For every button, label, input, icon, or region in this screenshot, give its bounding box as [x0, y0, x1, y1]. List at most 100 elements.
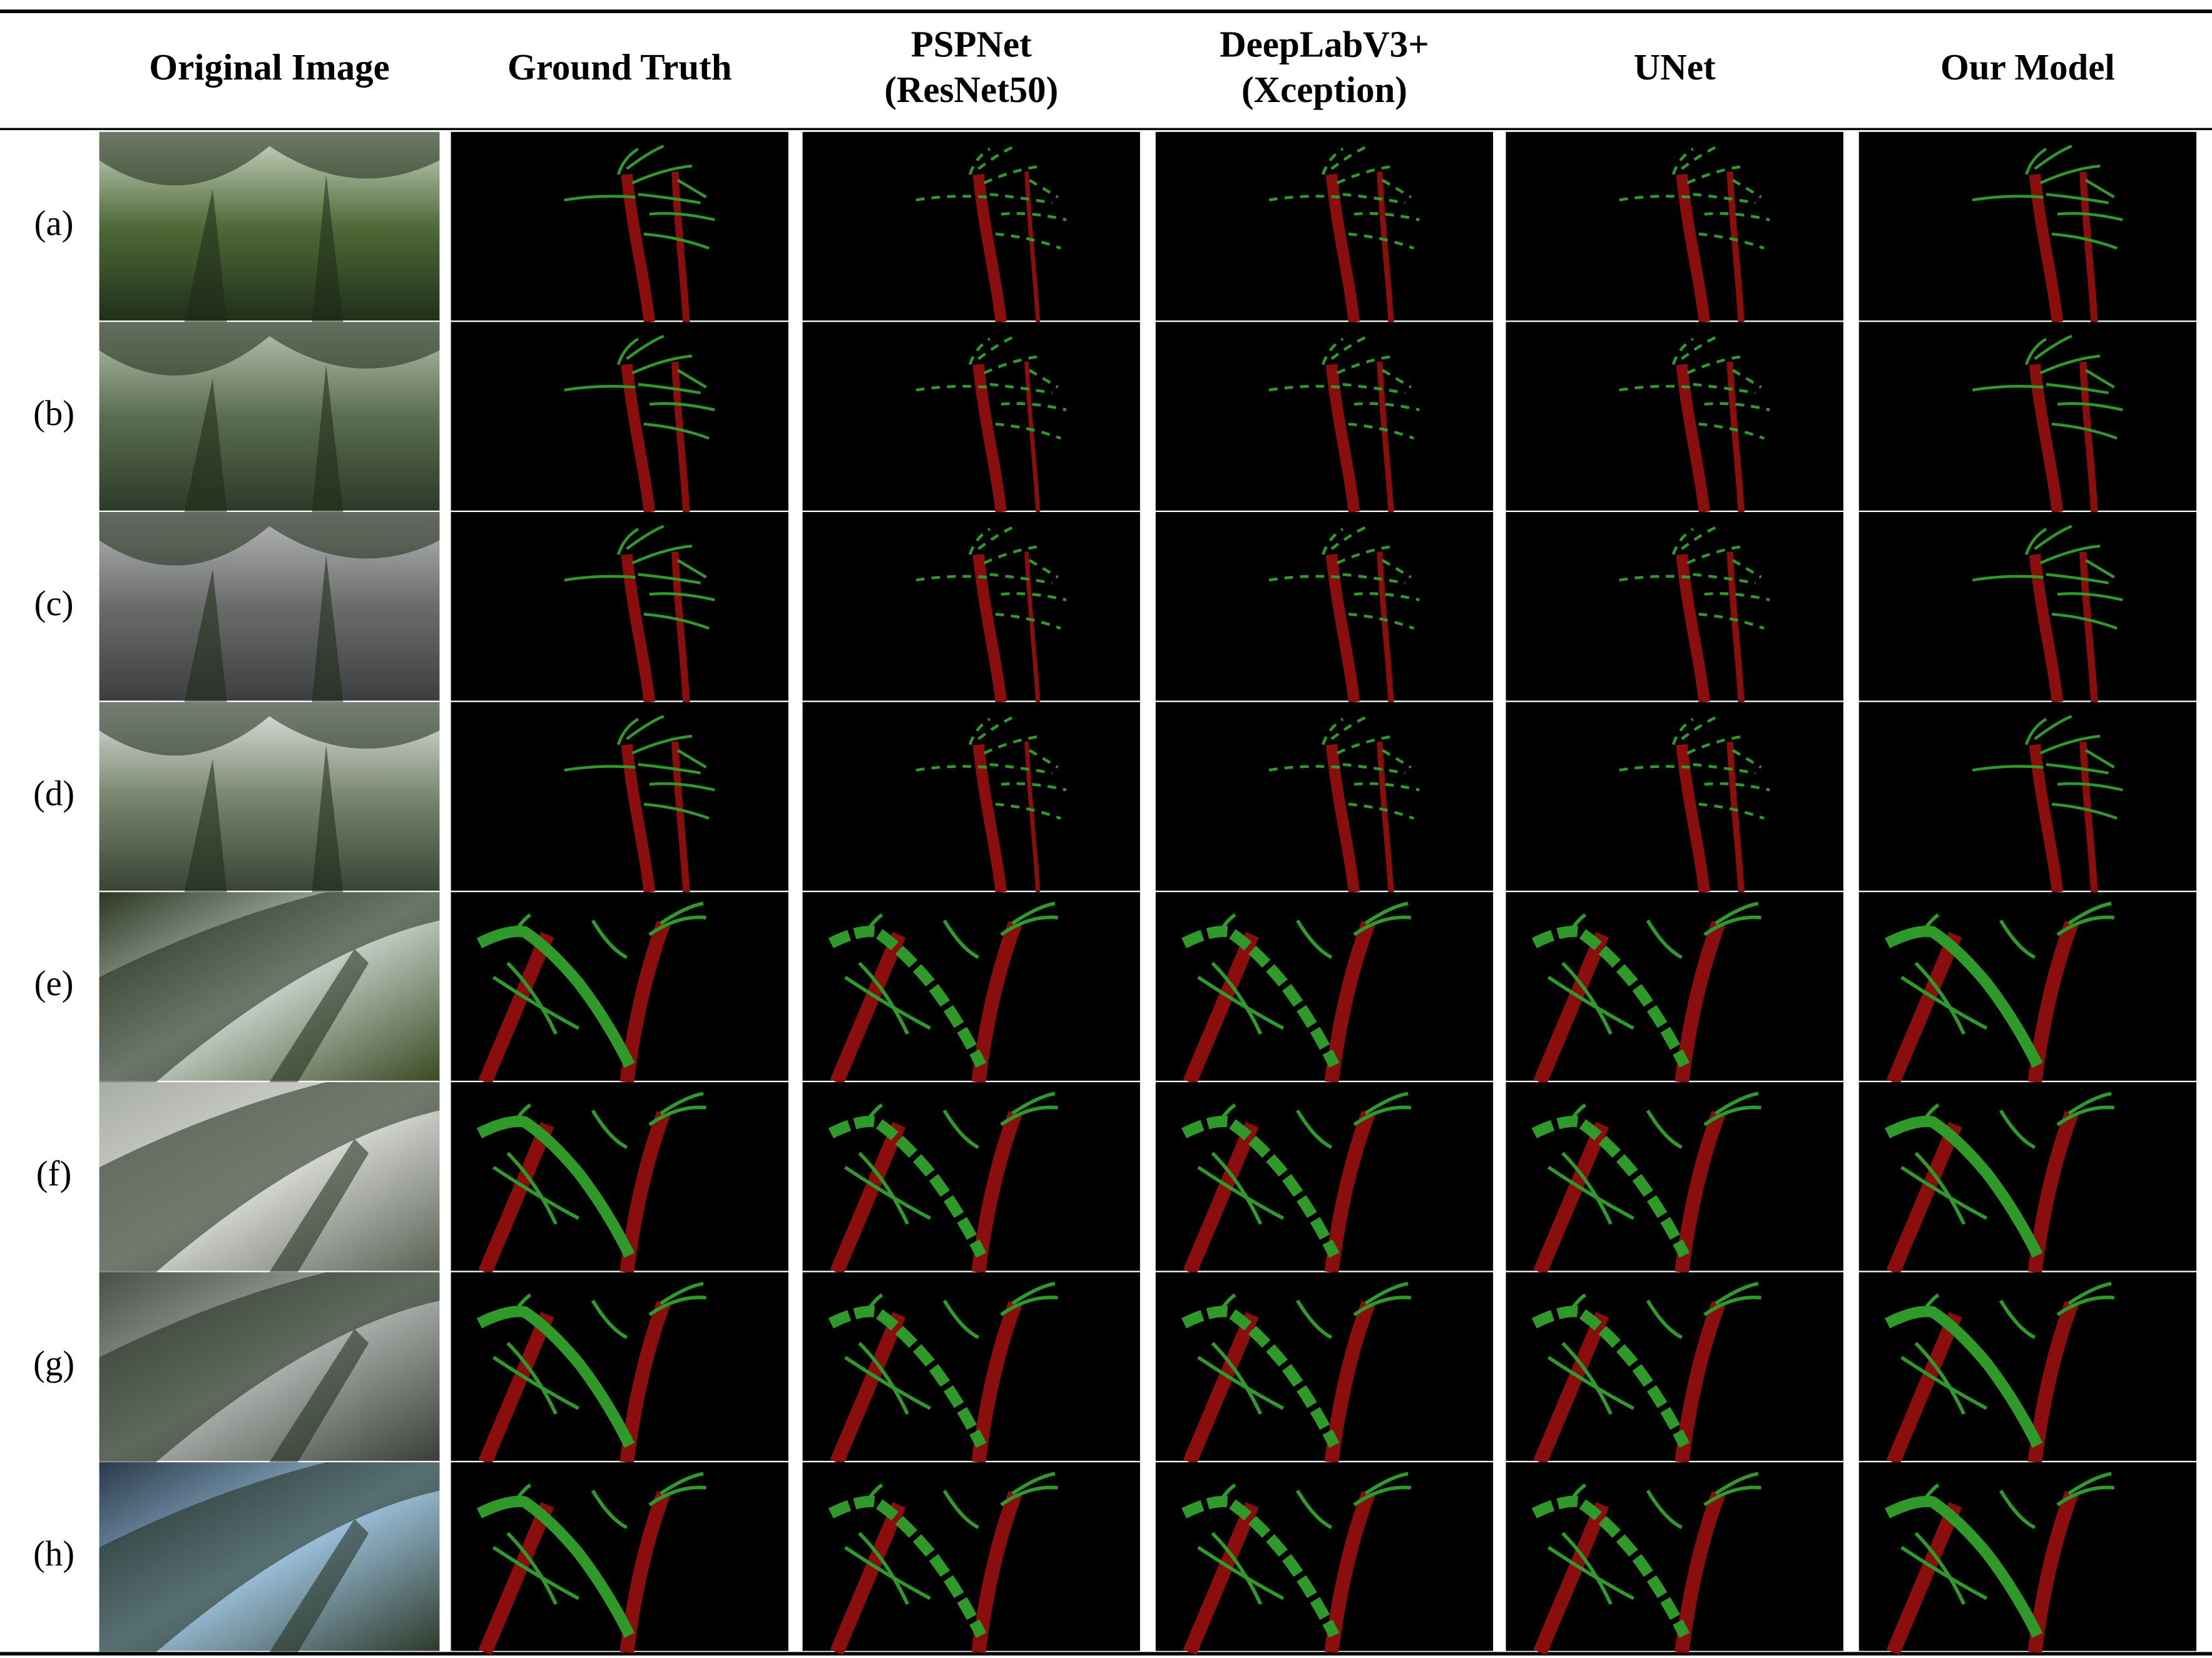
branch-mask — [1268, 195, 1340, 202]
branch-mask — [1330, 525, 1369, 550]
trunk-mask — [1183, 1502, 1259, 1655]
branch-mask — [2056, 915, 2114, 936]
branch-mask — [1566, 1483, 1587, 1506]
trunk-mask — [671, 361, 690, 513]
branch-mask — [631, 734, 693, 755]
branch-mask — [643, 232, 710, 250]
branch-mask — [1028, 178, 1059, 198]
branch-mask — [1703, 1105, 1761, 1127]
mask-background — [802, 322, 1140, 511]
branch-mask — [1715, 901, 1759, 925]
branch-mask — [648, 1296, 706, 1316]
branch-mask — [1920, 1483, 1940, 1506]
branch-mask — [1547, 1165, 1634, 1220]
branch-mask — [2056, 1296, 2114, 1316]
branch-mask — [2056, 1485, 2114, 1507]
mask-background — [802, 131, 1140, 321]
branch-mask — [626, 525, 665, 550]
branch-mask — [1353, 402, 1420, 412]
branch-mask — [977, 525, 1016, 550]
branch-mask — [1216, 913, 1236, 936]
trunk-mask — [1726, 741, 1745, 893]
branch-mask — [2057, 592, 2123, 601]
branch-mask — [1686, 354, 1747, 375]
branch-mask — [1703, 1296, 1761, 1316]
trunk-mask — [2029, 364, 2064, 513]
branch-mask — [643, 422, 710, 440]
branch-mask — [1566, 1293, 1587, 1316]
branch-mask — [1646, 1490, 1683, 1530]
branch-mask — [1342, 763, 1406, 775]
mask-panel — [1858, 892, 2197, 1085]
branch-mask — [968, 717, 991, 745]
branch-mask — [1693, 573, 1756, 585]
branch-mask — [844, 1545, 931, 1600]
branch-mask — [1731, 178, 1762, 198]
branch-mask — [492, 1165, 579, 1220]
branch-mask — [1566, 913, 1587, 936]
trunk-mask — [478, 1312, 554, 1465]
branch-mask — [649, 212, 715, 222]
branch-mask — [1671, 717, 1694, 745]
trunk-mask — [478, 1502, 554, 1655]
trunk-mask — [1024, 361, 1041, 513]
branch-mask — [626, 145, 665, 170]
branch-mask — [2046, 193, 2109, 205]
mask-panel — [1506, 892, 1843, 1085]
mask-background — [451, 322, 788, 511]
branch-mask — [2085, 559, 2115, 579]
branch-mask — [1000, 1105, 1058, 1127]
row-label: (d) — [33, 775, 74, 814]
branch-mask — [1348, 232, 1415, 250]
branch-mask — [995, 612, 1061, 630]
branch-mask — [915, 575, 987, 582]
branch-mask — [1211, 1532, 1263, 1605]
branch-mask — [863, 1483, 884, 1506]
branch-mask — [2067, 901, 2112, 925]
branch-mask — [2025, 528, 2047, 555]
branch-mask — [506, 1341, 558, 1415]
branch-mask — [1681, 715, 1720, 740]
mask-panel — [1858, 322, 2197, 513]
branch-mask — [660, 901, 704, 925]
mask-panel — [1506, 1462, 1843, 1655]
branch-mask — [476, 926, 635, 1068]
mask-background — [1155, 512, 1494, 701]
trunk-mask — [1533, 1122, 1609, 1276]
branch-mask — [983, 354, 1044, 375]
mask-background — [1506, 512, 1843, 701]
branch-mask — [989, 193, 1052, 205]
row-label: (c) — [34, 585, 74, 623]
trunk-mask — [2029, 744, 2064, 893]
branch-mask — [2051, 422, 2118, 440]
branch-mask — [648, 1105, 706, 1127]
trunk-mask — [972, 744, 1007, 893]
branch-mask — [2051, 612, 2118, 630]
branch-mask — [968, 337, 991, 366]
photo-shape — [99, 512, 440, 702]
branch-mask — [828, 1495, 987, 1638]
trunk-mask — [1183, 1122, 1259, 1276]
branch-mask — [676, 749, 707, 769]
branch-mask — [1999, 1490, 2036, 1530]
mask-background — [1858, 322, 2197, 511]
branch-mask — [2051, 802, 2118, 820]
mask-panel — [451, 1082, 788, 1276]
mask-background — [1155, 322, 1494, 511]
branch-mask — [983, 734, 1044, 755]
branch-mask — [676, 369, 707, 389]
branch-mask — [1364, 1092, 1409, 1115]
branch-mask — [591, 1299, 628, 1339]
branch-mask — [1900, 1545, 1988, 1600]
mask-panel — [1155, 1082, 1494, 1276]
branch-mask — [1353, 782, 1420, 792]
branch-mask — [2067, 1471, 2112, 1495]
trunk-mask — [1726, 361, 1745, 513]
mask-panel — [1506, 131, 1843, 323]
branch-mask — [649, 402, 715, 412]
mask-panel — [451, 892, 788, 1085]
branch-mask — [660, 1471, 704, 1495]
trunk-mask — [830, 1502, 906, 1655]
branch-mask — [1972, 765, 2044, 772]
